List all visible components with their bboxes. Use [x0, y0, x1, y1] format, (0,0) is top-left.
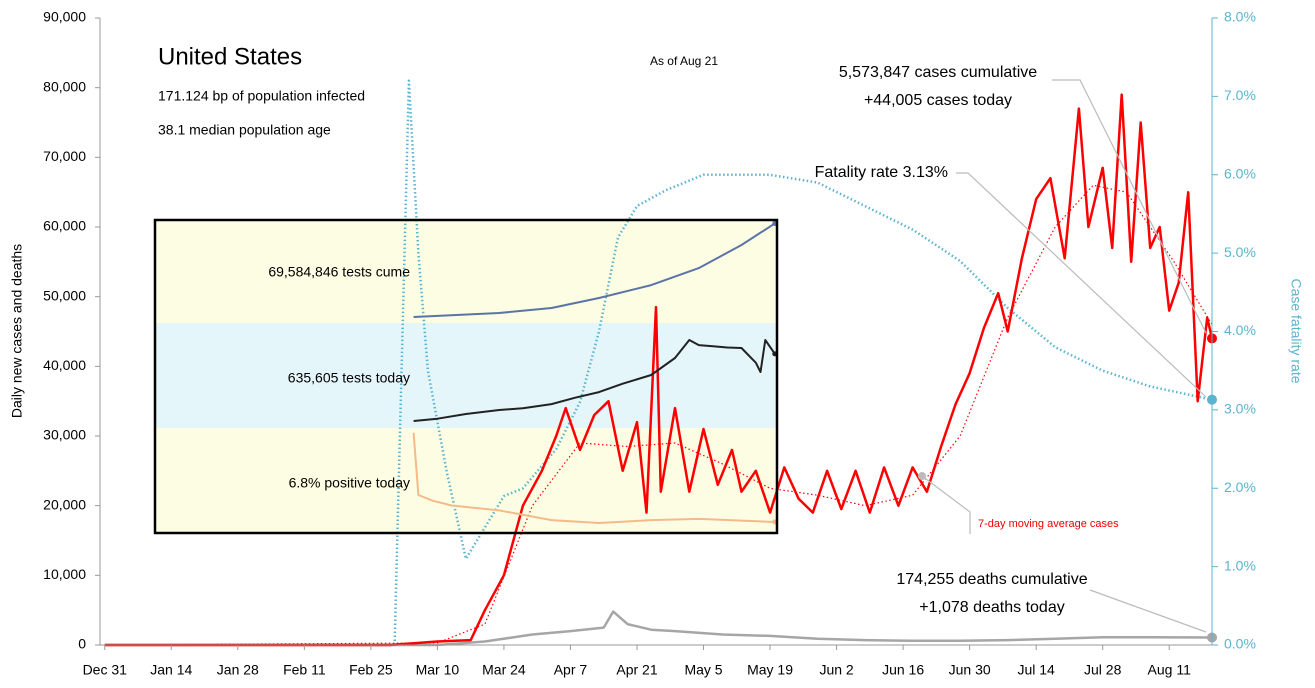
y-tick-label: 50,000: [43, 287, 86, 303]
annotation: 7-day moving average cases: [978, 518, 1119, 530]
y2-tick-label: 3.0%: [1224, 401, 1256, 417]
x-tick-label: May 19: [747, 662, 793, 678]
note: 171.124 bp of population infected: [158, 88, 365, 104]
y-tick-label: 20,000: [43, 496, 86, 512]
x-tick-label: Jun 16: [882, 662, 924, 678]
y2-tick-label: 5.0%: [1224, 244, 1256, 260]
x-tick-label: Jan 14: [150, 662, 192, 678]
annotation: +44,005 cases today: [864, 92, 1012, 109]
inset-label: 69,584,846 tests cume: [268, 264, 410, 280]
x-tick-label: Jun 30: [949, 662, 991, 678]
subtitle: As of Aug 21: [650, 54, 718, 68]
y2-tick-label: 2.0%: [1224, 479, 1256, 495]
inset-line: [413, 222, 776, 318]
series-line: [104, 610, 1213, 647]
y2-tick-label: 0.0%: [1224, 636, 1256, 652]
x-tick-label: Apr 21: [616, 662, 657, 678]
leaders: [921, 79, 1207, 633]
pointer: [918, 472, 926, 480]
note: 38.1 median population age: [158, 122, 331, 138]
annotation: Fatality rate 3.13%: [815, 164, 948, 181]
y2-tick-label: 4.0%: [1224, 322, 1256, 338]
x-tick-label: May 5: [684, 662, 722, 678]
inset-frame: [153, 218, 779, 535]
inset-label: 635,605 tests today: [288, 370, 410, 386]
x-tick-label: Jan 28: [217, 662, 259, 678]
y2-axis-label: Case fatality rate: [1288, 278, 1304, 383]
inset-band: [155, 428, 777, 533]
x-tick-label: Jul 28: [1084, 662, 1122, 678]
y2-tick-label: 1.0%: [1224, 557, 1256, 573]
series-line: [393, 79, 1213, 646]
inset-label: 6.8% positive today: [289, 475, 410, 491]
y-tick-label: 40,000: [43, 357, 86, 373]
y-tick-label: 70,000: [43, 148, 86, 164]
y-tick-label: 60,000: [43, 218, 86, 234]
inset-line: [413, 339, 776, 422]
x-tick-label: Apr 7: [554, 662, 588, 678]
inset-line: [412, 432, 775, 524]
y2-tick-label: 7.0%: [1224, 87, 1256, 103]
inset-band: [155, 220, 777, 323]
x-tick-label: Feb 25: [349, 662, 393, 678]
series-line: [104, 93, 1214, 647]
y-tick-label: 10,000: [43, 566, 86, 582]
inset-band: [155, 323, 777, 428]
annotation: +1,078 deaths today: [919, 599, 1064, 616]
y-axis-label: Daily new cases and deaths: [9, 244, 25, 418]
x-tick-label: Aug 11: [1148, 662, 1192, 678]
annotation: 5,573,847 cases cumulative: [839, 64, 1037, 81]
y-tick-label: 0: [78, 636, 86, 652]
annotation: 174,255 deaths cumulative: [896, 571, 1087, 588]
x-tick-label: Mar 24: [482, 662, 526, 678]
x-tick-label: Feb 11: [283, 662, 326, 678]
y-tick-label: 80,000: [43, 78, 86, 94]
x-tick-label: Mar 10: [416, 662, 460, 678]
x-tick-label: Jul 14: [1017, 662, 1055, 678]
y2-tick-label: 6.0%: [1224, 165, 1256, 181]
y-tick-label: 90,000: [43, 9, 86, 25]
y2-tick-label: 8.0%: [1224, 9, 1256, 25]
x-tick-label: Dec 31: [83, 662, 128, 678]
y-tick-label: 30,000: [43, 427, 86, 443]
chart-title: United States: [158, 43, 302, 70]
x-tick-label: Jun 2: [819, 662, 853, 678]
plot: [104, 79, 1217, 647]
